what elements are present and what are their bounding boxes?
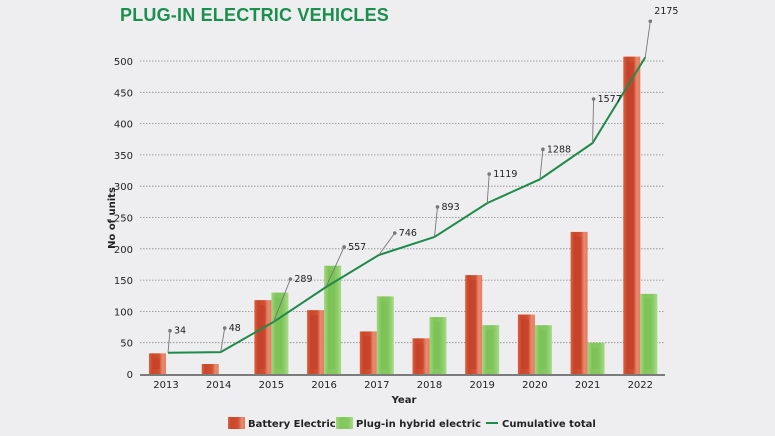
leader-dot	[541, 147, 545, 152]
bar-battery-electric-face	[153, 358, 160, 369]
bar-plug-in-hybrid-face	[538, 330, 546, 369]
cumulative-line	[167, 56, 647, 354]
leader-line	[644, 21, 651, 58]
bar-plug-in-hybrid-face	[486, 330, 494, 369]
leader-line	[378, 232, 396, 256]
legend-item-battery-electric[interactable]: Battery Electric	[228, 417, 336, 430]
y-tick-label: 50	[120, 339, 133, 350]
bar-plug-in-hybrid-face	[644, 298, 652, 369]
legend-label-plug-in-hybrid: Plug-in hybrid electric	[356, 419, 481, 430]
leader-dot	[168, 328, 172, 333]
y-tick-label: 350	[114, 151, 133, 162]
legend-label-battery-electric: Battery Electric	[248, 419, 336, 430]
leader-line	[325, 246, 345, 288]
bar-plug-in-hybrid-face	[380, 301, 388, 369]
leader-line	[539, 149, 544, 180]
data-labels: 34 48 289 557 746 893 1119 1288 1577 2175	[167, 6, 678, 353]
leader-line	[434, 206, 438, 237]
x-tick-label: 2017	[364, 380, 389, 391]
gridlines	[140, 60, 664, 344]
bar-battery-electric-face	[521, 319, 529, 369]
bar-battery-electric-face	[469, 280, 477, 369]
bar-battery-electric-face	[258, 305, 266, 369]
bar-plug-in-hybrid-face	[275, 297, 283, 369]
bar-battery-electric-face	[627, 61, 635, 369]
cumulative-data-label: 48	[229, 323, 241, 334]
legend-item-cumulative-total[interactable]: Cumulative total	[486, 419, 596, 430]
leader-dot	[487, 172, 492, 176]
x-tick-label: 2022	[628, 380, 653, 391]
leader-dot	[342, 245, 346, 249]
x-axis-ticks: 2013 2014 2015 2016 2017 2018 2019 2020 2021 2022	[153, 380, 653, 391]
y-axis-title: No of units	[107, 187, 118, 249]
y-tick-label: 400	[114, 120, 133, 131]
bar-battery-electric-face	[416, 343, 424, 369]
legend-swatch-plug-in-hybrid	[336, 417, 353, 429]
cumulative-data-label: 1288	[547, 144, 571, 155]
legend-item-plug-in-hybrid[interactable]: Plug-in hybrid electric	[336, 417, 481, 430]
y-tick-label: 0	[127, 370, 133, 381]
x-tick-label: 2018	[417, 380, 442, 391]
cumulative-data-label: 557	[348, 242, 366, 253]
bar-battery-electric-face	[311, 315, 319, 369]
leader-dot	[648, 19, 653, 24]
cumulative-line-path	[167, 56, 647, 354]
x-tick-label: 2020	[522, 380, 547, 391]
legend: Battery Electric Plug-in hybrid electric…	[228, 417, 596, 430]
x-tick-label: 2014	[206, 380, 231, 391]
cumulative-data-label: 2175	[654, 6, 678, 17]
bar-battery-electric-face	[363, 336, 371, 369]
x-tick-label: 2015	[259, 380, 284, 391]
cumulative-data-label: 893	[442, 202, 460, 213]
y-tick-label: 500	[114, 57, 133, 68]
bar-plug-in-hybrid-face	[328, 270, 336, 369]
x-tick-label: 2013	[153, 380, 178, 391]
leader-line	[167, 330, 171, 353]
legend-label-cumulative-total: Cumulative total	[502, 419, 596, 430]
leader-dot	[393, 231, 397, 235]
cumulative-data-label: 289	[294, 274, 312, 285]
leader-line	[592, 98, 595, 144]
bars	[149, 56, 658, 374]
cumulative-data-label: 1119	[493, 169, 517, 180]
cumulative-data-label: 1577	[598, 94, 622, 105]
legend-swatch-battery-electric	[228, 417, 245, 429]
leader-line	[220, 328, 226, 353]
x-axis-title: Year	[391, 395, 417, 406]
y-tick-label: 450	[114, 88, 133, 99]
leader-dot	[222, 326, 227, 330]
y-tick-label: 250	[114, 214, 133, 225]
bar-battery-electric-face	[574, 236, 582, 369]
cumulative-data-label: 34	[174, 326, 186, 337]
x-tick-label: 2021	[575, 380, 600, 391]
x-tick-label: 2019	[469, 380, 494, 391]
leader-line	[272, 278, 291, 323]
y-tick-label: 150	[114, 276, 133, 287]
y-tick-label: 300	[114, 182, 133, 193]
bar-plug-in-hybrid-face	[591, 347, 599, 369]
leader-dot	[435, 205, 440, 209]
bar-plug-in-hybrid-face	[433, 322, 441, 369]
y-axis-ticks: 0 50 100 150 200 250 300 350 400 450 500	[114, 57, 133, 381]
leader-dot	[288, 277, 293, 281]
cumulative-data-label: 746	[399, 228, 417, 239]
x-tick-label: 2016	[311, 380, 336, 391]
y-tick-label: 100	[114, 307, 133, 318]
leader-line	[486, 174, 490, 204]
leader-dot	[591, 97, 596, 101]
chart-title: PLUG-IN ELECTRIC VEHICLES	[120, 5, 390, 25]
y-tick-label: 200	[114, 245, 133, 256]
